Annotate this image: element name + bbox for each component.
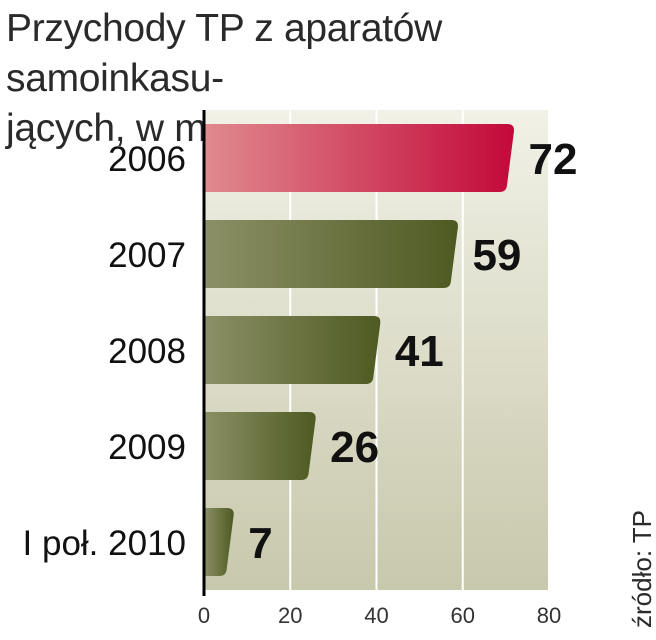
category-label: 2006 [108,140,186,179]
value-label: 59 [472,231,521,280]
value-label: 72 [529,135,578,184]
x-tick-label: 80 [537,603,561,628]
source-note: źródło: TP [627,509,656,628]
bar [204,412,316,480]
category-label: 2009 [108,428,186,467]
x-tick-label: 40 [364,603,388,628]
value-label: 7 [248,519,272,568]
value-label: 26 [330,423,379,472]
bar [204,124,515,192]
x-tick-label: 20 [278,603,302,628]
category-label: 2008 [108,332,186,371]
bar [204,220,458,288]
bar [204,508,234,576]
x-tick-label: 60 [451,603,475,628]
x-tick-label: 0 [198,603,210,628]
bar [204,316,381,384]
chart-title-line-1: Przychody TP z aparatów samoinkasu- [6,7,443,100]
value-label: 41 [395,327,444,376]
category-label: 2007 [108,236,186,275]
category-label: I poł. 2010 [23,524,186,563]
